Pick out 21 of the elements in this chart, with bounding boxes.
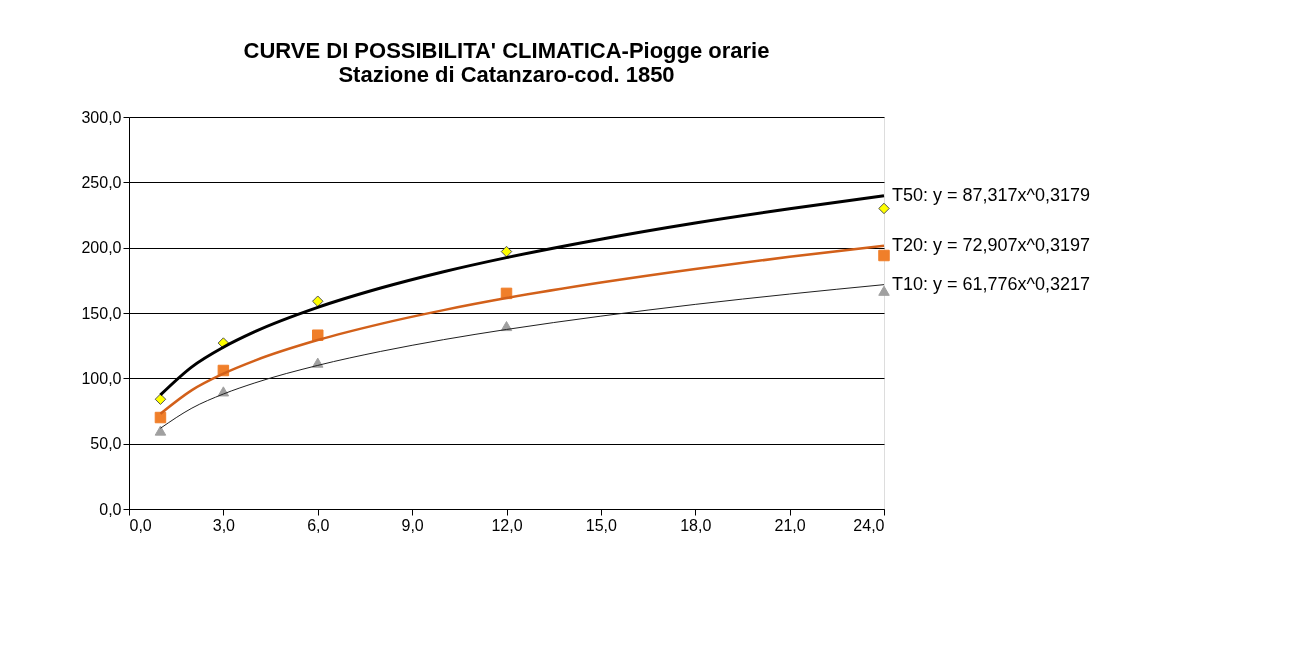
y-tick-label: 200,0 [81,239,122,257]
series-label: T50: y = 87,317x^0,3179 [892,184,1091,205]
x-tick-label: 15,0 [585,516,618,534]
y-tick-label: 300,0 [81,108,122,126]
y-tick-label: 150,0 [81,304,122,322]
x-tick-label: 3,0 [212,516,236,534]
text: Stazione di Catanzaro-cod. 1850 [338,62,675,87]
series-label: T20: y = 72,907x^0,3197 [892,234,1091,255]
x-tick-label: 12,0 [491,516,523,534]
y-tick-label: 50,0 [90,435,122,453]
x-tick-label: 0,0 [129,516,152,534]
x-tick-label: 6,0 [307,516,330,534]
y-tick-label: 0,0 [99,500,122,518]
x-tick-label: 24,0 [853,516,885,534]
text: CURVE DI POSSIBILITA' CLIMATICA-Piogge orarie [243,38,770,63]
x-tick-label: 9,0 [401,516,424,534]
x-tick-label: 18,0 [680,516,712,534]
x-tick-label: 21,0 [774,516,806,534]
series-label: T10: y = 61,776x^0,3217 [892,273,1091,294]
y-tick-label: 250,0 [81,173,122,191]
y-tick-label: 100,0 [81,369,122,387]
